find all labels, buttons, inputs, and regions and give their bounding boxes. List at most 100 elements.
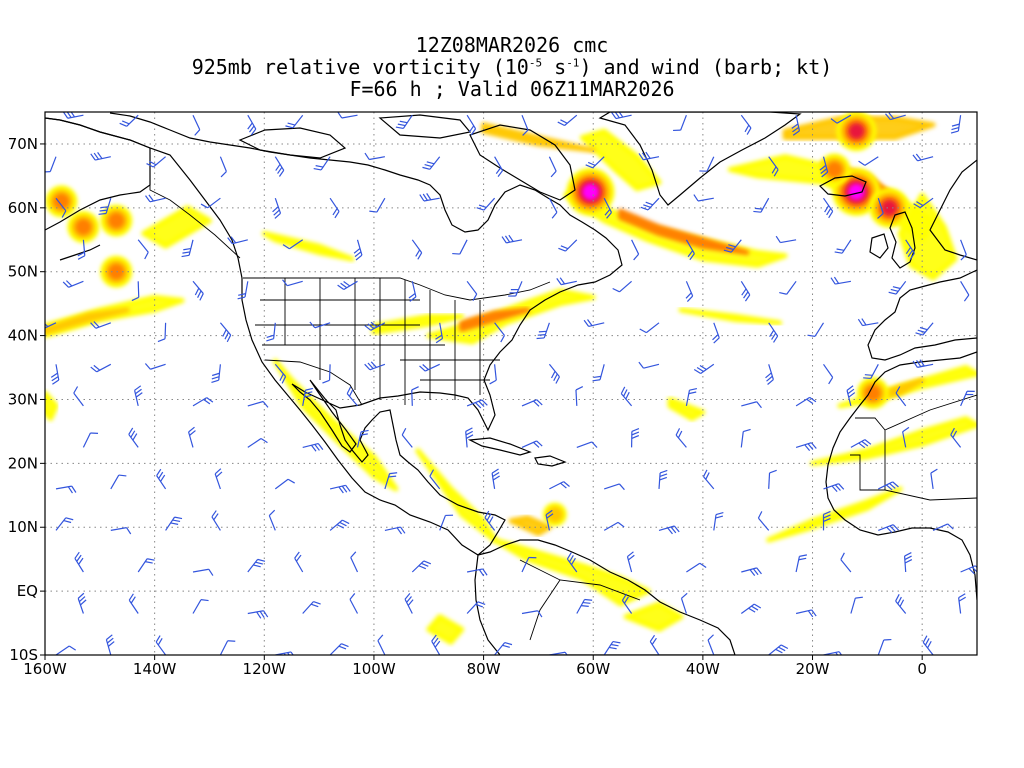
wind-barb xyxy=(557,114,578,127)
coast-europe xyxy=(867,269,977,361)
wind-barb xyxy=(822,510,831,531)
wind-barb xyxy=(192,280,204,301)
vorticity-band-0 xyxy=(45,294,185,339)
wind-barb xyxy=(823,363,834,385)
wind-barb xyxy=(156,468,167,490)
wind-barb xyxy=(858,156,879,166)
wind-barb xyxy=(329,643,349,655)
wind-barb xyxy=(282,279,303,287)
wind-barb xyxy=(356,429,369,448)
coast-arctic-islands xyxy=(238,127,347,159)
wind-barb xyxy=(82,432,99,448)
wind-barb xyxy=(45,156,57,173)
wind-barb xyxy=(274,156,285,177)
wind-barb xyxy=(521,556,537,573)
wind-barb xyxy=(431,634,441,655)
wind-barb xyxy=(850,439,872,449)
wind-barb xyxy=(585,156,605,169)
vorticity-band-20 xyxy=(810,416,977,466)
wind-barb xyxy=(137,558,155,573)
wind-barb xyxy=(685,239,695,261)
vorticity-band-22 xyxy=(426,614,465,645)
wind-barb xyxy=(693,363,715,374)
wind-barb xyxy=(411,386,419,406)
vorticity-band-4 xyxy=(371,313,465,335)
wind-barb xyxy=(134,385,143,407)
wind-barb xyxy=(90,152,111,161)
wind-barb xyxy=(521,114,529,136)
wind-barb xyxy=(673,114,687,132)
vorticity-spot-3 xyxy=(45,185,78,218)
vorticity-spot-8 xyxy=(818,153,851,186)
wind-barb xyxy=(830,276,852,285)
wind-barb xyxy=(775,235,797,244)
wind-barb xyxy=(566,552,578,573)
vorticity-spot-4 xyxy=(566,167,615,216)
wind-barb xyxy=(465,427,474,448)
wind-barb xyxy=(757,511,770,531)
wind-barb xyxy=(377,634,386,655)
wind-barb xyxy=(740,114,752,135)
wind-barb xyxy=(741,401,762,409)
wind-barb xyxy=(77,592,87,614)
wind-barb xyxy=(146,156,166,168)
wind-barb xyxy=(768,156,779,177)
wind-barb xyxy=(960,390,975,407)
coast-africa xyxy=(825,351,977,601)
wind-barb xyxy=(638,151,660,161)
wind-barb xyxy=(401,427,413,448)
title-line-2: 925mb relative vorticity (10-5 s-1) and … xyxy=(0,56,1024,78)
coast-britain xyxy=(889,211,916,269)
wind-barb xyxy=(128,427,139,448)
wind-barb xyxy=(247,558,266,573)
wind-barb xyxy=(549,651,570,655)
wind-barb xyxy=(350,551,359,573)
wind-barb xyxy=(211,364,221,384)
wind-barb xyxy=(521,440,543,448)
wind-barb xyxy=(950,427,962,448)
wind-barb xyxy=(309,321,331,329)
wind-barb xyxy=(592,364,605,382)
wind-barb xyxy=(686,562,707,573)
lat-tick-label: 10S xyxy=(9,646,38,664)
wind-barb xyxy=(105,634,115,655)
wind-barb xyxy=(723,239,742,253)
wind-barb xyxy=(429,469,441,490)
lon-tick-label: 0 xyxy=(917,660,927,678)
border-us-states xyxy=(255,278,500,405)
wind-barb xyxy=(501,234,523,244)
wind-barb xyxy=(960,565,977,575)
wind-barb xyxy=(639,322,660,334)
wind-barb xyxy=(779,280,797,295)
wind-barb xyxy=(364,321,386,331)
wind-barb xyxy=(620,386,633,407)
wind-barb xyxy=(55,485,77,494)
border-south-america xyxy=(519,559,641,641)
title-line-2-mid: s xyxy=(542,55,567,79)
vorticity-band-25 xyxy=(261,230,355,262)
wind-barb xyxy=(626,551,635,573)
lat-tick-label: 40N xyxy=(8,327,38,345)
wind-barb xyxy=(329,197,340,219)
wind-barb xyxy=(830,114,852,124)
wind-barb xyxy=(713,511,724,531)
wind-barb xyxy=(658,469,668,489)
wind-barb xyxy=(753,197,770,213)
wind-barb xyxy=(192,599,209,614)
wind-barb xyxy=(960,239,967,261)
lat-tick-label: 50N xyxy=(8,263,38,281)
wind-barb xyxy=(638,361,660,369)
wind-barb xyxy=(219,640,236,655)
lat-tick-label: EQ xyxy=(17,582,38,600)
wind-barb xyxy=(302,601,321,614)
wind-barb xyxy=(408,281,417,302)
wind-barb xyxy=(915,322,934,336)
vorticity-shading xyxy=(45,112,977,645)
wind-barbs xyxy=(45,112,977,655)
wind-barb xyxy=(840,552,852,573)
vorticity-band-15 xyxy=(492,537,651,607)
wind-barb xyxy=(494,641,513,655)
wind-barb xyxy=(912,153,934,162)
vorticity-band-3 xyxy=(459,307,530,332)
wind-barb xyxy=(912,359,934,368)
